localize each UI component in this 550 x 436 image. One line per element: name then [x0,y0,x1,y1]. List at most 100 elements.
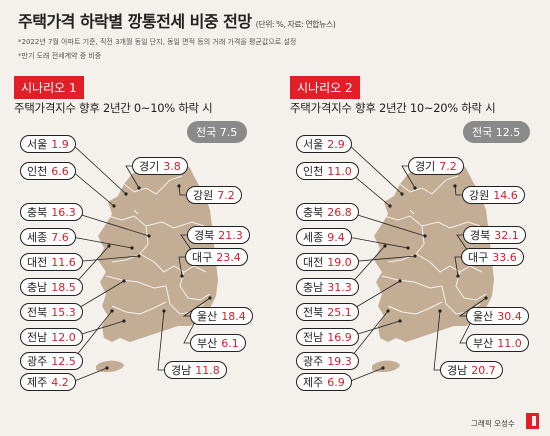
region-name: 전북 [27,306,48,319]
leader-dot-daegu [456,274,460,278]
region-name: 경북 [470,229,491,242]
province-border [133,209,139,215]
leader-line-gyeongnam [433,310,441,371]
region-label-sejong: 세종 7.6 [20,228,76,246]
region-label-gwangju: 광주 12.5 [20,352,83,370]
leader-dot-jeonbuk [122,279,126,283]
leader-dot-gyeongnam [162,309,166,313]
region-name: 울산 [197,310,218,323]
leader-line-daegu [454,256,461,277]
region-label-incheon: 인천 6.6 [20,162,76,180]
region-label-busan: 부산 11.0 [466,334,529,352]
region-value: 11.0 [327,165,352,178]
region-label-jeju: 제주 6.9 [296,373,352,391]
leader-dot-sejong [406,246,410,250]
region-label-gyeongbuk: 경북 21.3 [187,226,250,244]
leader-dot-jeju [105,366,109,370]
region-label-seoul: 서울 2.9 [296,135,352,153]
national-average-badge: 전국 7.5 [187,121,248,143]
province-border [105,275,167,289]
region-name: 대구 [468,251,489,264]
leader-dot-ulsan [208,296,212,300]
korea-mainland-shape [374,160,494,342]
leader-dot-incheon [388,204,392,208]
region-label-gangwon: 강원 7.2 [186,186,242,204]
region-value: 31.3 [327,281,352,294]
region-value: 16.3 [51,206,76,219]
region-label-daegu: 대구 23.4 [185,248,248,266]
leader-line-ulsan [458,297,487,317]
region-label-daejeon: 대전 11.6 [20,253,83,271]
region-name: 서울 [27,138,48,151]
graphic-credit: 그래픽 오성수 [471,419,515,428]
leader-line-gyeonggi [401,165,416,189]
region-value: 7.2 [439,160,457,173]
region-value: 11.8 [195,364,220,377]
province-border [381,275,443,289]
region-value: 9.4 [327,231,345,244]
region-name: 경기 [139,160,160,173]
leader-dot-jeonbuk [398,279,402,283]
region-value: 25.1 [327,306,352,319]
region-value: 32.1 [494,229,519,242]
leader-line-gyeongnam [157,310,165,371]
region-name: 부산 [197,337,218,350]
leader-dot-chungbuk [423,234,427,238]
leader-dot-gwangju [386,309,390,313]
korea-mainland-shape [98,160,218,342]
region-name: 제주 [303,376,324,389]
region-name: 충북 [303,206,324,219]
region-value: 14.6 [493,189,518,202]
region-label-gyeonggi: 경기 7.2 [408,157,464,175]
region-name: 전남 [303,331,324,344]
region-name: 세종 [303,231,324,244]
leader-line-ulsan [182,297,211,317]
leader-dot-sejong [130,246,134,250]
region-value: 21.3 [218,229,243,242]
province-border [111,301,167,315]
region-value: 6.9 [327,376,345,389]
region-label-incheon: 인천 11.0 [296,162,359,180]
leader-line-gyeonggi [125,165,140,189]
region-name: 부산 [473,337,494,350]
leader-dot-incheon [112,204,116,208]
region-name: 울산 [473,310,494,323]
national-average-badge: 전국 12.5 [463,121,531,143]
region-name: 전북 [303,306,324,319]
leader-dot-seoul [400,192,404,196]
region-name: 세종 [27,231,48,244]
leader-dot-daejeon [137,254,141,258]
region-name: 강원 [193,189,214,202]
region-value: 15.3 [51,306,76,319]
leader-dot-ulsan [484,296,488,300]
region-name: 경북 [194,229,215,242]
region-name: 대구 [192,251,213,264]
region-label-jeonbuk: 전북 25.1 [296,303,359,321]
province-border [455,271,487,301]
footnote-1: *2022년 7월 아파트 기준, 직전 3개월 동일 단지, 동일 면적 등의… [18,38,297,46]
region-name: 제주 [27,376,48,389]
region-name: 인천 [303,165,324,178]
region-label-gyeongbuk: 경북 32.1 [463,226,526,244]
scenario-2-panel: 시나리오 2 주택가격지수 향후 2년간 10~20% 하락 시 전국 12.5… [290,76,550,406]
region-name: 전남 [27,331,48,344]
region-value: 12.5 [51,355,76,368]
region-name: 충남 [303,281,324,294]
leader-dot-seoul [124,192,128,196]
region-name: 충북 [27,206,48,219]
leader-dot-chungnam [383,244,387,248]
leader-dot-daejeon [413,254,417,258]
region-value: 6.1 [221,337,239,350]
region-label-jeonbuk: 전북 15.3 [20,303,83,321]
province-border [387,301,443,315]
scenario-badge: 시나리오 1 [14,76,84,99]
leader-dot-gyeonggi [137,186,141,190]
region-value: 16.9 [327,331,352,344]
leader-dot-gwangju [110,309,114,313]
leader-dot-daegu [180,274,184,278]
region-value: 33.6 [492,251,517,264]
leader-dot-jeonnam [122,319,126,323]
region-label-daejeon: 대전 19.0 [296,253,359,271]
region-value: 23.4 [216,251,241,264]
region-label-chungnam: 충남 18.5 [20,278,83,296]
